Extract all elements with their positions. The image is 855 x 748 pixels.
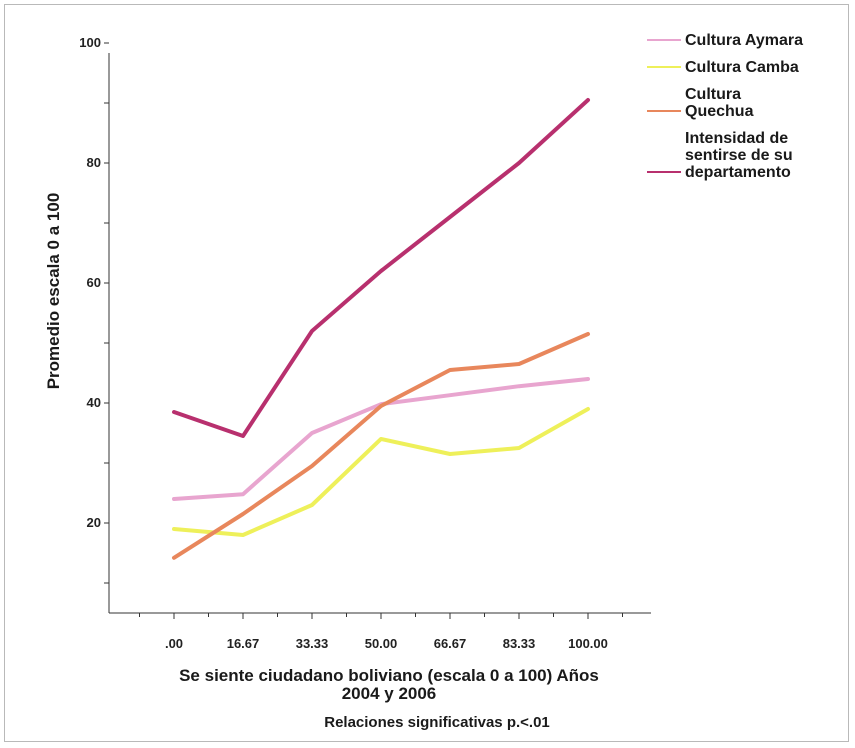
- legend-label: Quechua: [685, 103, 754, 120]
- y-tick-label: 100: [79, 35, 101, 50]
- chart-frame: 20 40 60 80 100.00 16.67 33.33 50.00 66.67 83.33 1…: [4, 4, 849, 742]
- y-tick-label: 60: [87, 275, 101, 290]
- legend-label: Cultura Camba: [685, 59, 799, 76]
- x-axis-title: 2004 y 2006: [342, 684, 437, 703]
- y-tick-label: 80: [87, 155, 101, 170]
- y-axis-title: Promedio escala 0 a 100: [44, 193, 63, 390]
- x-tick-label: 16.67: [227, 636, 260, 651]
- legend-label: departamento: [685, 164, 791, 181]
- x-tick-label: 83.33: [503, 636, 536, 651]
- x-tick-label: 100.00: [568, 636, 608, 651]
- legend-label: sentirse de su: [685, 147, 793, 164]
- titles: Promedio escala 0 a 100 Se siente ciudada…: [44, 193, 599, 731]
- legend-label: Cultura: [685, 86, 741, 103]
- legend: Cultura Aymara Cultura Camba CulturaQuechu…: [647, 32, 803, 181]
- y-tick-label: 20: [87, 515, 101, 530]
- significance-note: Relaciones significativas p.<.01: [324, 714, 550, 731]
- series-lines: [172, 98, 590, 560]
- legend-label: Intensidad de: [685, 130, 788, 147]
- x-axis-title: Se siente ciudadano boliviano (escala 0 …: [179, 666, 599, 685]
- x-tick-label: 66.67: [434, 636, 467, 651]
- y-tick-label: 40: [87, 395, 101, 410]
- x-tick-label: 50.00: [365, 636, 398, 651]
- x-tick-label: 33.33: [296, 636, 329, 651]
- x-tick-label: .00: [165, 636, 183, 651]
- legend-label: Cultura Aymara: [685, 32, 803, 49]
